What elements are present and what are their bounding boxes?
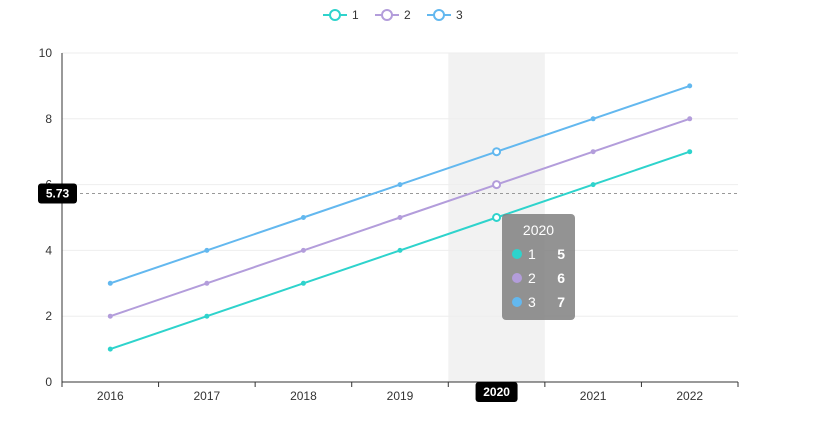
data-point bbox=[397, 215, 403, 220]
tooltip-series-value: 5 bbox=[557, 246, 565, 262]
tooltip: 2020 1 5 2 6 3 7 bbox=[502, 214, 575, 320]
series-marker-icon bbox=[512, 249, 522, 259]
data-point bbox=[300, 215, 306, 220]
series-marker-icon bbox=[512, 273, 522, 283]
data-point bbox=[687, 83, 693, 89]
data-point bbox=[687, 149, 693, 155]
x-tick-label: 2021 bbox=[580, 389, 607, 403]
tooltip-series-value: 6 bbox=[557, 270, 565, 286]
data-point bbox=[492, 147, 502, 157]
x-tick-label: 2019 bbox=[387, 389, 414, 403]
x-tick-label: 2022 bbox=[676, 389, 703, 403]
legend-item-label: 2 bbox=[404, 8, 411, 22]
data-point bbox=[687, 116, 693, 122]
data-point bbox=[204, 247, 210, 253]
pointer-y-label-box bbox=[38, 183, 77, 204]
tooltip-series-name: 1 bbox=[528, 246, 536, 262]
data-point bbox=[590, 149, 596, 155]
data-point bbox=[492, 180, 502, 190]
data-point bbox=[107, 346, 113, 352]
tooltip-series-value: 7 bbox=[557, 294, 565, 310]
data-point bbox=[590, 182, 596, 188]
legend-item-label: 3 bbox=[456, 8, 463, 22]
legend-marker-icon bbox=[381, 9, 393, 21]
legend-marker-icon bbox=[433, 9, 445, 21]
tooltip-row: 2 6 bbox=[512, 266, 565, 290]
tooltip-row: 3 7 bbox=[512, 290, 565, 314]
data-point bbox=[300, 280, 306, 286]
y-tick-label: 8 bbox=[45, 112, 52, 126]
data-point bbox=[397, 182, 403, 188]
x-tick-label: 2018 bbox=[290, 389, 317, 403]
y-tick-label: 10 bbox=[39, 46, 53, 60]
legend-item-label: 1 bbox=[352, 8, 359, 22]
legend-marker-icon bbox=[329, 9, 341, 21]
data-point bbox=[107, 280, 113, 286]
data-point bbox=[300, 247, 306, 253]
tooltip-series-name: 2 bbox=[528, 270, 536, 286]
series-marker-icon bbox=[512, 297, 522, 307]
y-tick-label: 2 bbox=[45, 309, 52, 323]
x-tick-label: 2017 bbox=[194, 389, 221, 403]
data-point bbox=[397, 247, 403, 253]
tooltip-row: 1 5 bbox=[512, 242, 565, 266]
y-tick-label: 4 bbox=[45, 243, 52, 257]
x-tick-label: 2016 bbox=[97, 389, 124, 403]
pointer-x-label: 2020 bbox=[483, 385, 510, 399]
y-tick-label: 0 bbox=[45, 375, 52, 389]
pointer-x-label-box bbox=[475, 382, 518, 402]
tooltip-title: 2020 bbox=[522, 222, 555, 238]
data-point bbox=[492, 213, 502, 222]
data-point bbox=[204, 280, 210, 286]
data-point bbox=[590, 116, 596, 122]
tooltip-series-name: 3 bbox=[528, 294, 536, 310]
pointer-y-label: 5.73 bbox=[46, 186, 70, 200]
data-point bbox=[204, 313, 210, 319]
data-point bbox=[107, 313, 113, 319]
